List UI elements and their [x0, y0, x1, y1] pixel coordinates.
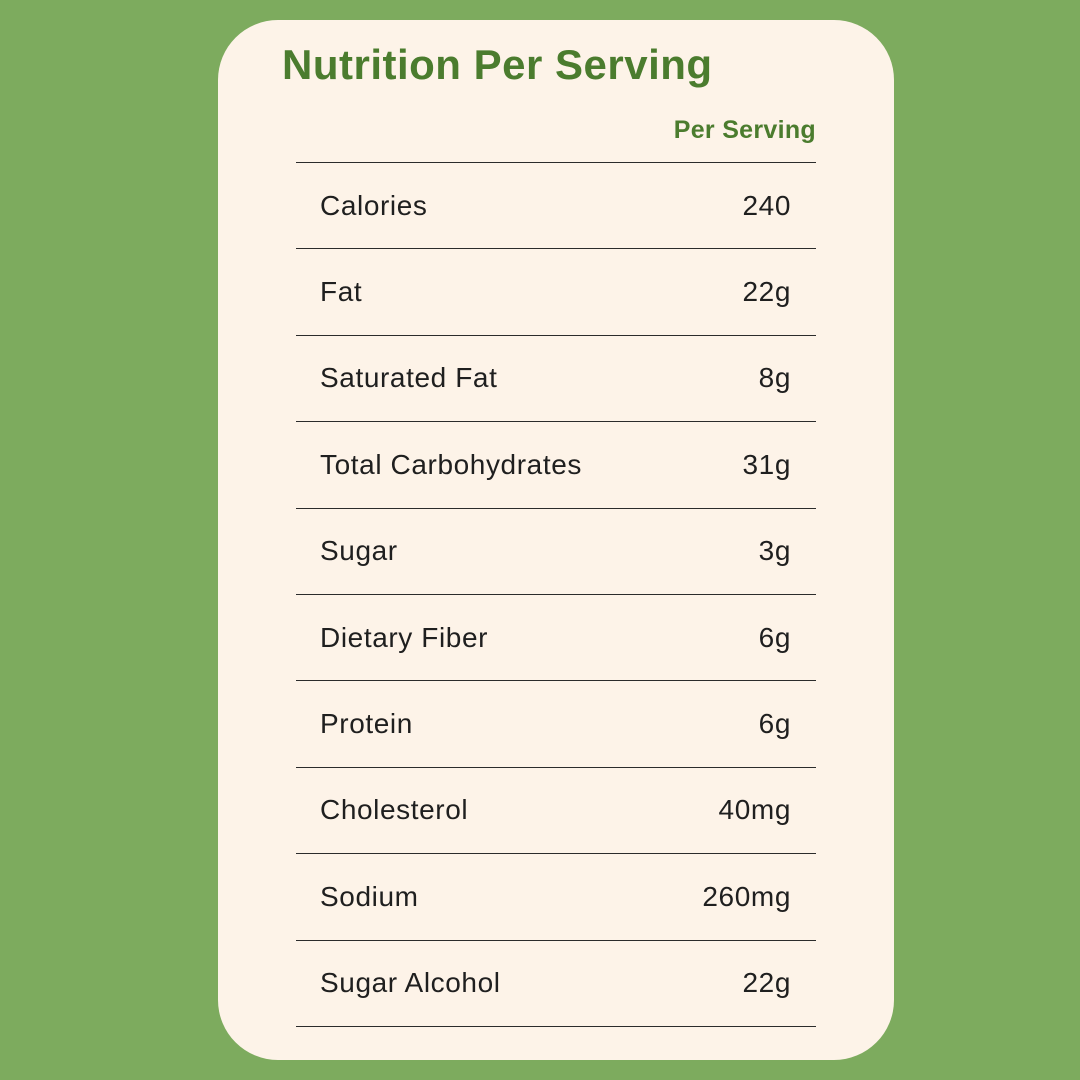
table-row: Sugar 3g — [296, 507, 816, 594]
row-value: 6g — [758, 621, 791, 653]
table-row: Total Carbohydrates 31g — [296, 421, 816, 507]
row-label: Dietary Fiber — [320, 621, 489, 653]
nutrition-table-body: Calories 240 Fat 22g Saturated Fat 8g To… — [296, 162, 816, 1027]
table-row: Protein 6g — [296, 680, 816, 766]
row-value: 22g — [742, 276, 791, 308]
table-row: Dietary Fiber 6g — [296, 593, 816, 680]
table-row: Cholesterol 40mg — [296, 766, 816, 853]
table-row: Sodium 260mg — [296, 853, 816, 939]
row-label: Cholesterol — [320, 794, 469, 826]
row-label: Calories — [320, 189, 428, 221]
row-label: Fat — [320, 276, 363, 308]
row-label: Saturated Fat — [320, 362, 498, 394]
row-value: 31g — [742, 448, 791, 480]
row-value: 240 — [742, 189, 791, 221]
row-label: Sugar — [320, 535, 398, 567]
row-label: Sugar Alcohol — [320, 967, 501, 999]
row-value: 260mg — [702, 880, 791, 912]
table-row: Saturated Fat 8g — [296, 334, 816, 421]
row-label: Sodium — [320, 880, 419, 912]
row-value: 3g — [758, 535, 791, 567]
table-row: Sugar Alcohol 22g — [296, 939, 816, 1026]
row-label: Protein — [320, 708, 413, 740]
column-header-per-serving: Per Serving — [673, 116, 816, 144]
row-value: 6g — [758, 708, 791, 740]
row-value: 8g — [758, 362, 791, 394]
row-label: Total Carbohydrates — [320, 448, 582, 480]
table-row: Calories 240 — [296, 162, 816, 248]
table-row: Fat 22g — [296, 248, 816, 334]
nutrition-card: Nutrition Per Serving Per Serving Calori… — [218, 20, 894, 1060]
row-value: 22g — [742, 967, 791, 999]
page-title: Nutrition Per Serving — [282, 41, 713, 88]
nutrition-table: Per Serving Calories 240 Fat 22g Saturat… — [296, 115, 816, 1027]
row-value: 40mg — [718, 794, 791, 826]
